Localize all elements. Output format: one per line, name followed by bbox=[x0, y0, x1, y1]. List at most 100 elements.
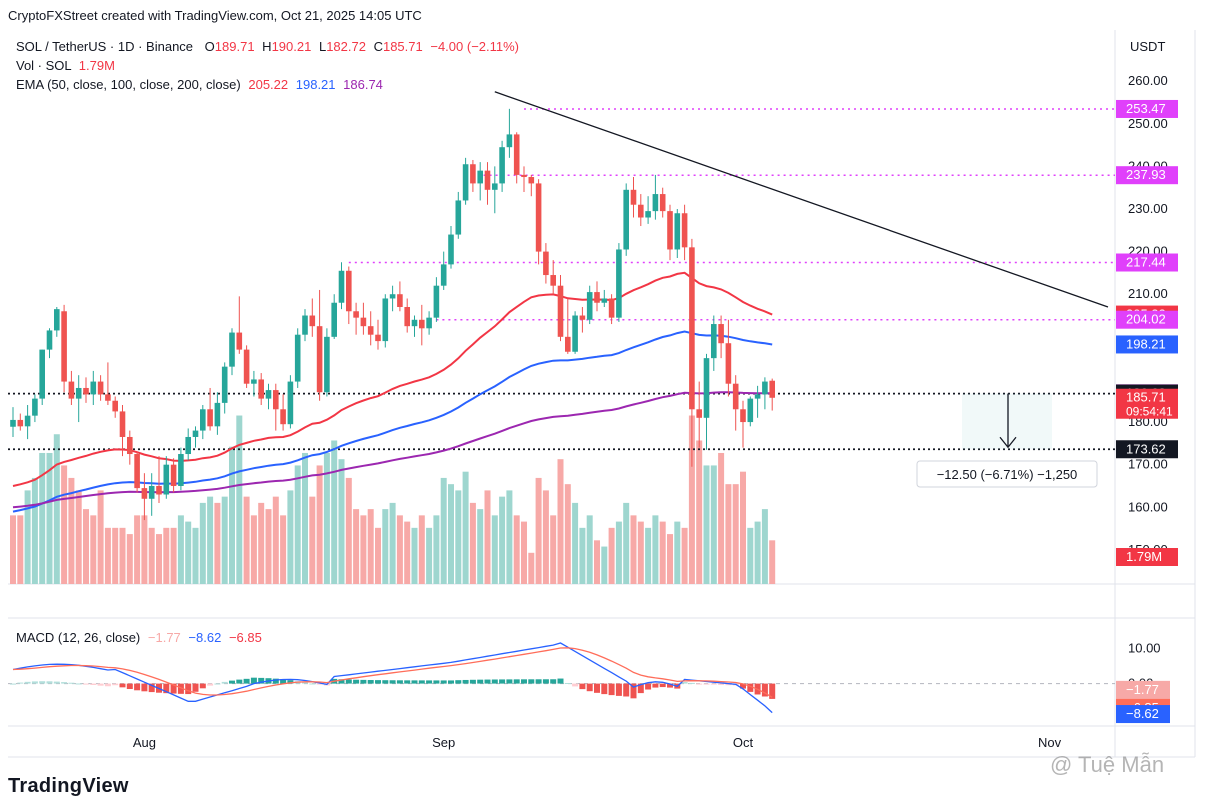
candle-body bbox=[338, 270, 345, 303]
candle-body bbox=[243, 349, 250, 384]
ema-line-ema50 bbox=[12, 271, 773, 487]
volume-bar bbox=[17, 515, 24, 584]
volume-bar bbox=[323, 452, 330, 584]
candle-body bbox=[192, 430, 199, 437]
macd-histogram-bar bbox=[243, 678, 250, 684]
volume-bar bbox=[645, 527, 652, 584]
macd-histogram-bar bbox=[681, 682, 688, 684]
macd-histogram-bar bbox=[97, 683, 104, 686]
macd-histogram-bar bbox=[564, 682, 571, 684]
candle-body bbox=[550, 275, 556, 286]
volume-bar bbox=[491, 515, 498, 584]
price-axis-tag bbox=[1116, 99, 1178, 118]
price-axis-tag bbox=[1116, 335, 1178, 354]
macd-legend[interactable]: MACD (12, 26, close) −1.77 −8.62 −6.85 bbox=[16, 630, 262, 645]
price-axis-tag-label: 185.71 bbox=[1126, 390, 1166, 405]
candle-body bbox=[448, 234, 454, 265]
candle-body bbox=[754, 394, 761, 399]
volume-legend[interactable]: Vol · SOL 1.79M bbox=[16, 58, 115, 73]
macd-histogram-bar bbox=[601, 683, 608, 695]
price-axis-tag-label: 204.02 bbox=[1126, 312, 1166, 327]
candle-body bbox=[39, 349, 45, 399]
candle-body bbox=[594, 292, 600, 303]
macd-hist-value: −1.77 bbox=[147, 630, 181, 645]
candle-body bbox=[287, 381, 294, 425]
volume-bar bbox=[280, 515, 287, 584]
volume-bar bbox=[199, 502, 206, 584]
measure-arrowhead bbox=[999, 436, 1017, 449]
macd-histogram-bar bbox=[579, 683, 586, 690]
ema100-value: 198.21 bbox=[295, 77, 336, 92]
author-watermark: @ Tuệ Mẫn bbox=[1050, 752, 1165, 777]
symbol-legend[interactable]: SOL / TetherUS · 1D · Binance O189.71 H1… bbox=[16, 39, 519, 54]
currency-label[interactable]: USDT bbox=[1130, 39, 1166, 54]
candle-body bbox=[324, 336, 330, 393]
price-tick-label: 170.00 bbox=[1128, 457, 1168, 472]
candle-body bbox=[367, 326, 374, 335]
volume-bar bbox=[499, 496, 506, 584]
volume-bar bbox=[418, 515, 425, 584]
ema200-value: 186.74 bbox=[343, 77, 383, 92]
candle-body bbox=[623, 189, 629, 250]
macd-histogram-bar bbox=[316, 683, 323, 685]
candle-body bbox=[90, 381, 97, 395]
macd-histogram-bar bbox=[338, 679, 345, 684]
candle-body bbox=[207, 409, 213, 427]
macd-histogram-bar bbox=[112, 683, 119, 686]
candle-body bbox=[178, 454, 184, 486]
macd-line bbox=[12, 642, 773, 714]
low-label: L bbox=[318, 39, 327, 54]
volume-bar bbox=[579, 527, 586, 584]
volume-bar bbox=[542, 490, 549, 584]
candle-body bbox=[506, 134, 513, 148]
candle-body bbox=[141, 488, 148, 499]
macd-histogram-bar bbox=[382, 680, 389, 684]
ema-legend[interactable]: EMA (50, close, 100, close, 200, close) … bbox=[16, 77, 383, 92]
volume-bar bbox=[375, 527, 381, 584]
candle-body bbox=[265, 390, 272, 399]
price-axis-tag bbox=[1116, 253, 1178, 272]
macd-histogram-bar bbox=[448, 680, 454, 684]
price-axis-tag-sub: 09:54:41 bbox=[1126, 405, 1173, 419]
macd-histogram-bar bbox=[309, 683, 316, 685]
price-tick-label: 250.00 bbox=[1128, 116, 1168, 131]
time-tick-label: Oct bbox=[733, 735, 754, 750]
candle-body bbox=[134, 454, 140, 489]
volume-value: 1.79M bbox=[78, 58, 115, 73]
candle-body bbox=[163, 464, 170, 495]
macd-histogram-bar bbox=[740, 683, 746, 689]
volume-bar bbox=[338, 459, 345, 584]
candle-body bbox=[316, 326, 323, 393]
macd-histogram-bar bbox=[411, 680, 418, 684]
candle-body bbox=[732, 383, 739, 410]
price-axis-tag-label: 253.47 bbox=[1126, 101, 1166, 116]
measure-label: −12.50 (−6.71%) −1,250 bbox=[937, 467, 1078, 482]
volume-bar bbox=[360, 515, 367, 584]
volume-bar bbox=[710, 465, 717, 584]
volume-bar bbox=[732, 484, 739, 584]
volume-bar bbox=[615, 521, 622, 584]
volume-bar bbox=[31, 477, 38, 584]
macd-histogram-bar bbox=[615, 683, 622, 696]
candle-body bbox=[127, 436, 133, 455]
volume-bar bbox=[572, 502, 579, 584]
volume-bar bbox=[513, 515, 520, 584]
macd-histogram-bar bbox=[90, 683, 97, 685]
macd-histogram-bar bbox=[688, 682, 695, 684]
candle-body bbox=[170, 464, 177, 486]
volume-bar bbox=[126, 534, 133, 584]
candle-body bbox=[681, 213, 688, 248]
macd-histogram-bar bbox=[667, 683, 673, 688]
macd-histogram-bar bbox=[163, 683, 170, 694]
volume-bar bbox=[185, 521, 192, 584]
candle-body bbox=[280, 409, 286, 425]
macd-histogram-bar bbox=[53, 681, 60, 684]
macd-histogram-bar bbox=[353, 679, 360, 684]
volume-bar bbox=[761, 509, 768, 584]
volume-bar bbox=[506, 490, 513, 584]
volume-bar bbox=[112, 527, 119, 584]
candle-body bbox=[433, 285, 440, 318]
macd-histogram-bar bbox=[221, 681, 228, 684]
volume-bar bbox=[455, 490, 462, 584]
